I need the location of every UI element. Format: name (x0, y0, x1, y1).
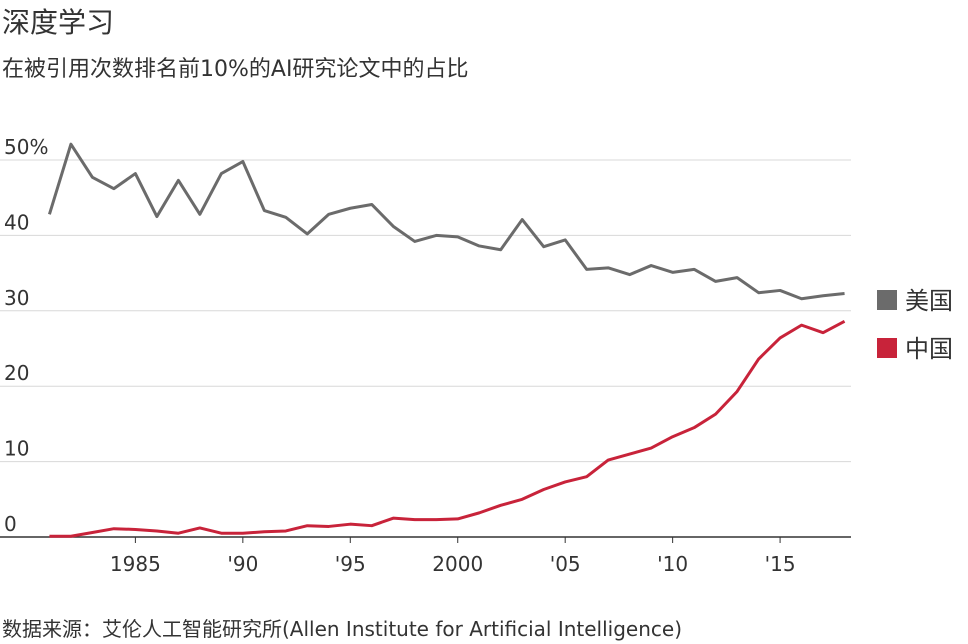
series-line (49, 320, 846, 538)
legend-label: 中国 (905, 335, 953, 363)
legend-label: 美国 (905, 287, 953, 315)
x-tick-label: 2000 (432, 552, 483, 576)
legend-swatch (877, 290, 897, 310)
y-tick-label: 30 (4, 286, 29, 310)
y-tick-label: 20 (4, 361, 29, 385)
y-tick-label: 50% (4, 135, 48, 159)
x-tick-label: '15 (765, 552, 796, 576)
legend-swatch (877, 338, 897, 358)
chart-subtitle: 在被引用次数排名前10%的AI研究论文中的占比 (2, 57, 468, 82)
series-line (47, 142, 845, 301)
x-tick-label: '05 (550, 552, 581, 576)
y-tick-label: 40 (4, 210, 29, 234)
x-tick-label: '95 (335, 552, 366, 576)
y-tick-label: 0 (4, 512, 17, 536)
x-tick-label: '10 (657, 552, 688, 576)
x-tick-label: '90 (227, 552, 258, 576)
chart-title: 深度学习 (2, 6, 114, 39)
x-tick-label: 1985 (110, 552, 161, 576)
y-tick-label: 10 (4, 437, 29, 461)
source: 数据来源：艾伦人工智能研究所(Allen Institute for Artif… (2, 617, 682, 641)
